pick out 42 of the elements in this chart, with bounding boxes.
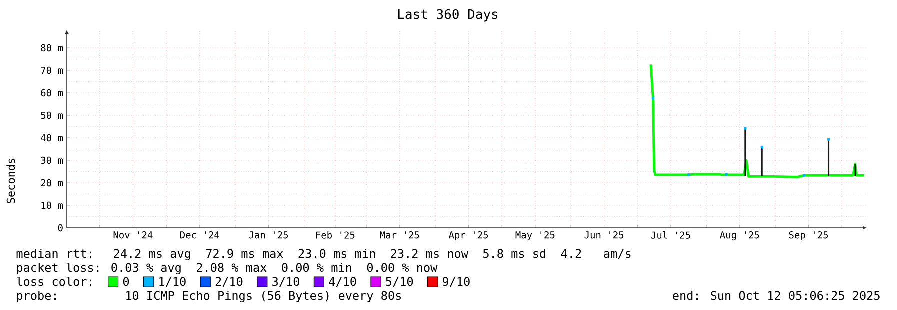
chart-title: Last 360 Days xyxy=(398,9,498,22)
x-tick-label: Apr '25 xyxy=(448,232,488,241)
y-tick-label: 50 m xyxy=(41,112,64,120)
x-tick-label: Jun '25 xyxy=(584,232,624,239)
legend-label: 1/10 xyxy=(160,277,186,288)
legend-label: 2/10 xyxy=(216,277,243,288)
y-tick-label: 80 m xyxy=(41,44,64,52)
point xyxy=(687,174,690,176)
legend-label: 4/10 xyxy=(329,277,356,288)
y-tick-label: 20 m xyxy=(41,179,64,187)
x-tick-label: Feb '25 xyxy=(316,232,355,239)
y-axis-title: Seconds xyxy=(6,158,16,204)
legend-label: 3/10 xyxy=(272,277,300,288)
legend-label: 5/10 xyxy=(386,277,414,288)
x-tick-label: Nov '24 xyxy=(114,232,153,239)
x-tick-label: Dec '24 xyxy=(180,232,220,239)
text: end: Sun Oct 12 05:06:25 2025 xyxy=(673,291,880,300)
point xyxy=(803,174,806,177)
y-tick-label: 30 m xyxy=(41,156,64,164)
legend-label: 9/10 xyxy=(442,277,470,288)
y-tick-label: 0 xyxy=(58,224,63,232)
point xyxy=(725,173,728,176)
x-tick-label: May '25 xyxy=(516,232,555,241)
y-tick-label: 40 m xyxy=(41,134,64,142)
text: packet loss: 0.03 % avg 2.08 % max 0.00 % min 0.00 % now xyxy=(17,262,438,275)
x-tick-label: Jul '25 xyxy=(651,232,690,239)
x-tick-label: Mar '25 xyxy=(380,232,420,239)
point xyxy=(744,127,747,130)
text: probe: 10 ICMP Echo Pings (56 Bytes) every 80s xyxy=(17,291,402,303)
line-series xyxy=(650,63,866,178)
point xyxy=(827,138,830,141)
legend-label: 0 xyxy=(123,277,130,286)
x-tick-label: Aug '25 xyxy=(720,232,760,241)
x-tick-label: Sep '25 xyxy=(789,232,828,241)
point xyxy=(652,97,655,100)
point xyxy=(760,146,764,149)
legend-title: loss color: xyxy=(17,276,92,286)
x-tick-label: Jan '25 xyxy=(249,232,288,239)
text: median rtt: 24.2 ms avg 72.9 ms max 23.0 ms min 23.2 ms now 5.8 ms sd 4.2 am/s xyxy=(16,249,631,261)
y-tick-label: 10 m xyxy=(42,202,64,210)
y-tick-label: 60 m xyxy=(41,89,64,97)
y-tick-label: 70 m xyxy=(41,66,64,74)
